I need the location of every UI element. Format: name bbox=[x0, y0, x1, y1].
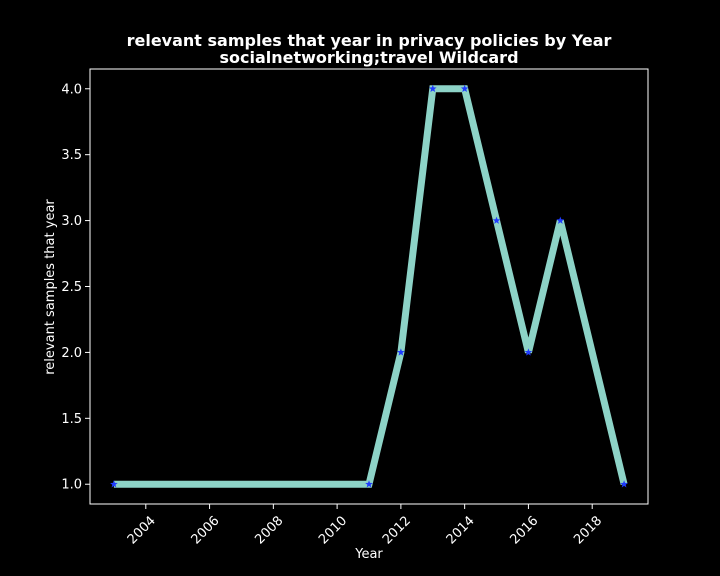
chart-title-line-2: socialnetworking;travel Wildcard bbox=[219, 48, 518, 67]
plot-area-frame bbox=[89, 68, 649, 505]
data-point-star-marker bbox=[556, 216, 565, 224]
x-tick-label: 2010 bbox=[316, 513, 350, 547]
y-tick-label: 1.5 bbox=[61, 412, 82, 427]
data-point-star-marker bbox=[620, 480, 628, 488]
y-tick-label: 3.5 bbox=[61, 148, 82, 163]
series-line bbox=[113, 85, 628, 488]
data-point-star-marker bbox=[492, 216, 501, 224]
x-tick-label: 2016 bbox=[507, 513, 541, 547]
data-point-star-marker bbox=[365, 480, 373, 488]
x-tick-label: 2014 bbox=[444, 513, 478, 547]
x-tick-label: 2008 bbox=[252, 513, 286, 547]
x-tick-label: 2006 bbox=[189, 513, 223, 547]
data-point-star-marker bbox=[397, 348, 405, 356]
x-tick-label: 2004 bbox=[125, 513, 159, 547]
y-tick-label: 4.0 bbox=[61, 82, 82, 97]
data-point-star-marker bbox=[428, 84, 437, 93]
x-axis-label: Year bbox=[354, 547, 383, 562]
x-tick-label: 2012 bbox=[380, 513, 414, 547]
data-point-star-marker bbox=[460, 84, 469, 93]
y-tick-label: 2.0 bbox=[61, 346, 82, 361]
y-tick-label: 3.0 bbox=[61, 214, 82, 229]
y-tick-label: 2.5 bbox=[61, 280, 82, 295]
y-axis: 1.0 1.5 2.0 2.5 3.0 3.5 4.0 bbox=[61, 82, 90, 493]
chart-title-line-1: relevant samples that year in privacy po… bbox=[127, 31, 612, 50]
x-axis: 2004 2006 2008 2010 2012 2014 2016 2018 bbox=[125, 504, 605, 547]
data-point-star-marker bbox=[110, 480, 118, 488]
y-tick-label: 1.0 bbox=[61, 478, 82, 493]
y-axis-label: relevant samples that year bbox=[43, 199, 58, 375]
series-markers bbox=[110, 84, 628, 488]
data-point-star-marker bbox=[524, 348, 533, 356]
x-tick-label: 2018 bbox=[571, 513, 605, 547]
